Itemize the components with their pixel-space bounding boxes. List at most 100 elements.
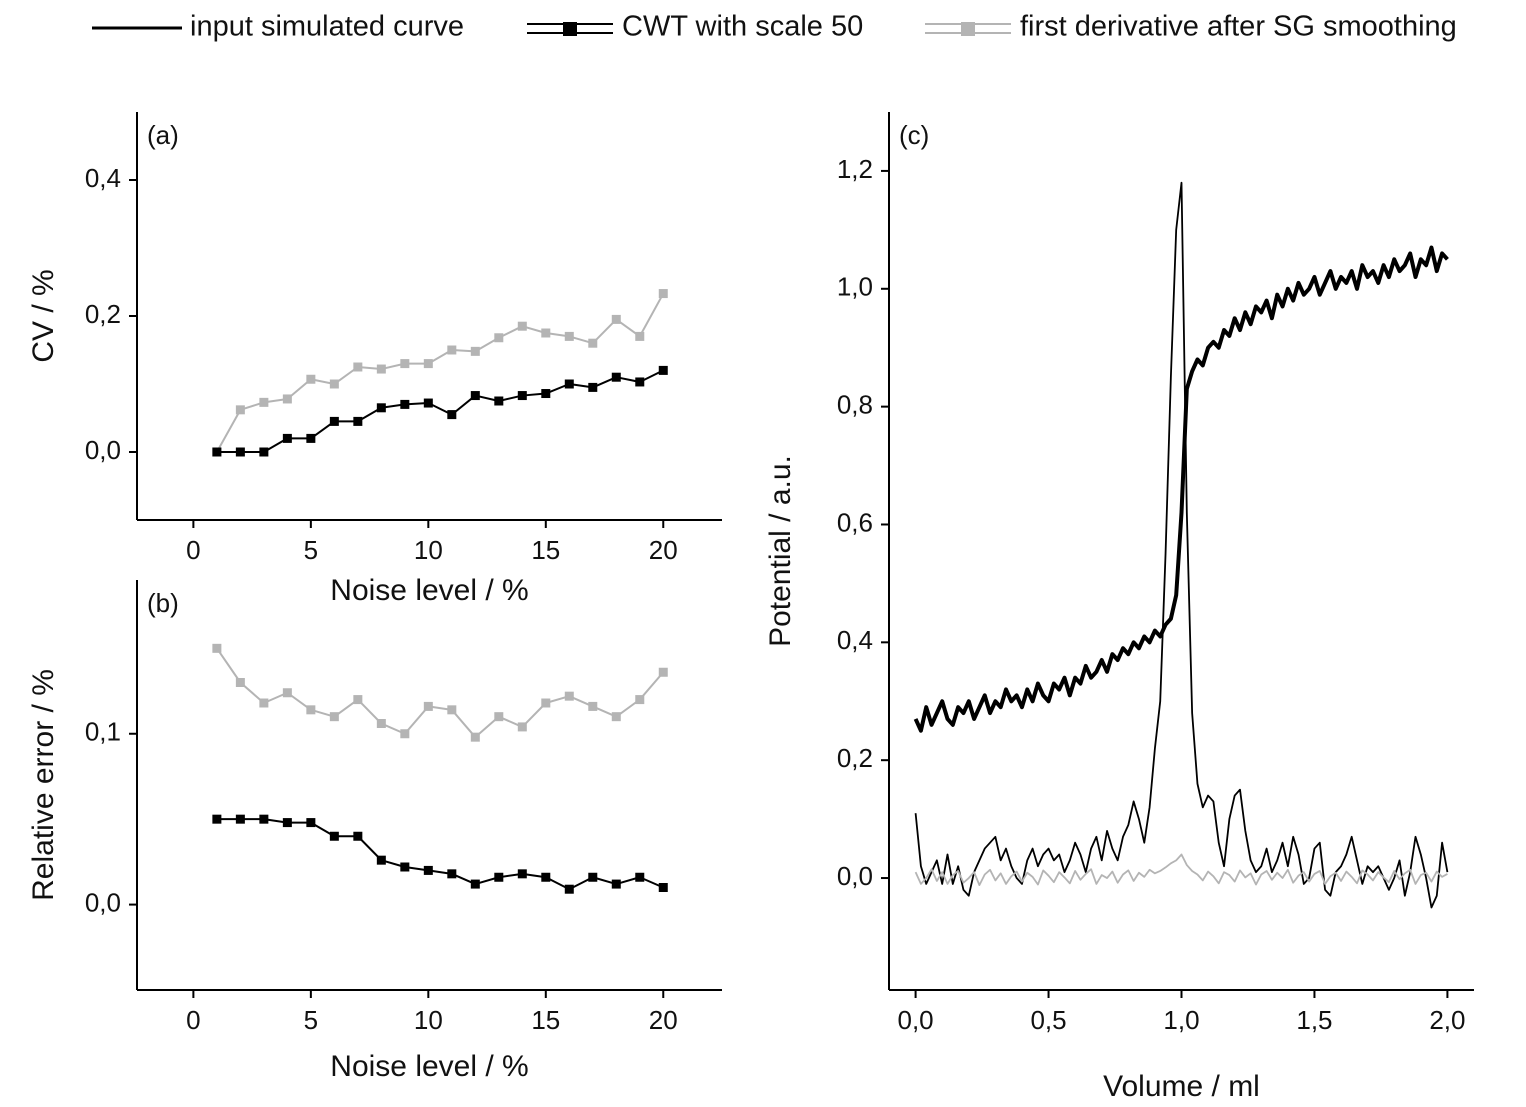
y-tick-label: 1,2 [837, 154, 873, 184]
marker [541, 698, 551, 708]
marker [353, 416, 363, 426]
legend-marker [961, 22, 975, 36]
x-tick-label: 0,5 [1030, 1005, 1066, 1035]
marker [306, 374, 316, 384]
marker [306, 818, 316, 828]
marker [423, 359, 433, 369]
marker [329, 379, 339, 389]
marker [376, 719, 386, 728]
legend-label: first derivative after SG smoothing [1020, 11, 1457, 43]
marker [400, 729, 410, 739]
marker [658, 289, 668, 299]
y-tick-label: 0,0 [85, 887, 121, 917]
x-tick-label: 0 [186, 1005, 200, 1035]
marker [635, 695, 645, 705]
legend-label: input simulated curve [190, 11, 464, 43]
marker [635, 377, 645, 387]
marker [329, 831, 339, 841]
marker [494, 712, 504, 722]
marker [588, 872, 598, 882]
marker [494, 333, 504, 343]
marker [564, 691, 574, 701]
marker [447, 410, 457, 420]
legend-label: CWT with scale 50 [622, 11, 863, 43]
marker [212, 643, 222, 653]
marker [611, 879, 621, 889]
x-axis-title: Volume / ml [1103, 1070, 1260, 1103]
marker [611, 372, 621, 382]
marker [541, 872, 551, 882]
marker [329, 416, 339, 426]
marker [423, 701, 433, 711]
marker [259, 698, 269, 708]
marker [494, 872, 504, 882]
series-line [216, 293, 665, 453]
marker [611, 314, 621, 324]
y-axis-title: CV / % [27, 269, 60, 362]
marker [259, 814, 269, 824]
y-tick-label: 0,0 [837, 861, 873, 891]
marker [282, 394, 292, 404]
x-tick-label: 10 [414, 1005, 443, 1035]
marker [235, 405, 245, 415]
marker [212, 814, 222, 824]
x-tick-label: 15 [531, 1005, 560, 1035]
y-tick-label: 0,2 [837, 743, 873, 773]
x-tick-label: 5 [304, 1005, 318, 1035]
y-tick-label: 0,4 [85, 163, 121, 193]
marker [470, 346, 480, 356]
marker [588, 382, 598, 392]
marker [235, 447, 245, 457]
x-tick-label: 20 [649, 1005, 678, 1035]
marker [635, 331, 645, 341]
series-line [913, 245, 1449, 733]
marker [494, 396, 504, 406]
marker [611, 712, 621, 722]
marker [282, 433, 292, 443]
marker [353, 695, 363, 705]
marker [235, 678, 245, 687]
y-tick-label: 0,4 [837, 625, 873, 655]
marker [400, 399, 410, 409]
marker [400, 359, 410, 369]
x-axis-title: Noise level / % [330, 574, 528, 607]
marker [541, 328, 551, 338]
marker [564, 331, 574, 341]
marker [447, 345, 457, 355]
marker [517, 869, 527, 879]
x-tick-label: 2,0 [1429, 1005, 1465, 1035]
y-tick-label: 0,2 [85, 299, 121, 329]
marker [541, 389, 551, 399]
marker [400, 862, 410, 872]
marker [588, 338, 598, 348]
marker [353, 362, 363, 372]
x-tick-label: 20 [649, 535, 678, 565]
marker [259, 447, 269, 457]
marker [588, 701, 598, 711]
legend-marker [563, 22, 577, 36]
y-tick-label: 1,0 [837, 272, 873, 302]
marker [282, 688, 292, 698]
y-tick-label: 0,1 [85, 717, 121, 747]
marker [517, 391, 527, 401]
x-tick-label: 1,5 [1296, 1005, 1332, 1035]
marker [517, 722, 527, 732]
marker [470, 879, 480, 889]
marker [306, 705, 316, 715]
marker [282, 818, 292, 828]
marker [658, 365, 668, 375]
x-tick-label: 10 [414, 535, 443, 565]
x-tick-label: 15 [531, 535, 560, 565]
panel-label: (c) [899, 120, 929, 150]
y-tick-label: 0,0 [85, 435, 121, 465]
marker [564, 379, 574, 389]
marker [376, 855, 386, 865]
marker [447, 705, 457, 715]
marker [470, 732, 480, 742]
y-tick-label: 0,8 [837, 390, 873, 420]
marker [212, 447, 222, 457]
marker [564, 884, 574, 894]
x-axis-title: Noise level / % [330, 1050, 528, 1083]
